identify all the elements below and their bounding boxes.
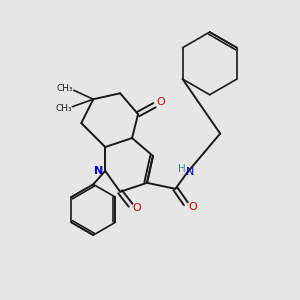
Text: H: H <box>178 164 186 174</box>
Text: N: N <box>186 167 194 177</box>
Text: N: N <box>94 166 103 176</box>
Text: CH₃: CH₃ <box>57 84 73 93</box>
Text: O: O <box>157 97 165 107</box>
Text: O: O <box>133 203 142 213</box>
Text: CH₃: CH₃ <box>55 104 72 113</box>
Text: O: O <box>188 202 197 212</box>
